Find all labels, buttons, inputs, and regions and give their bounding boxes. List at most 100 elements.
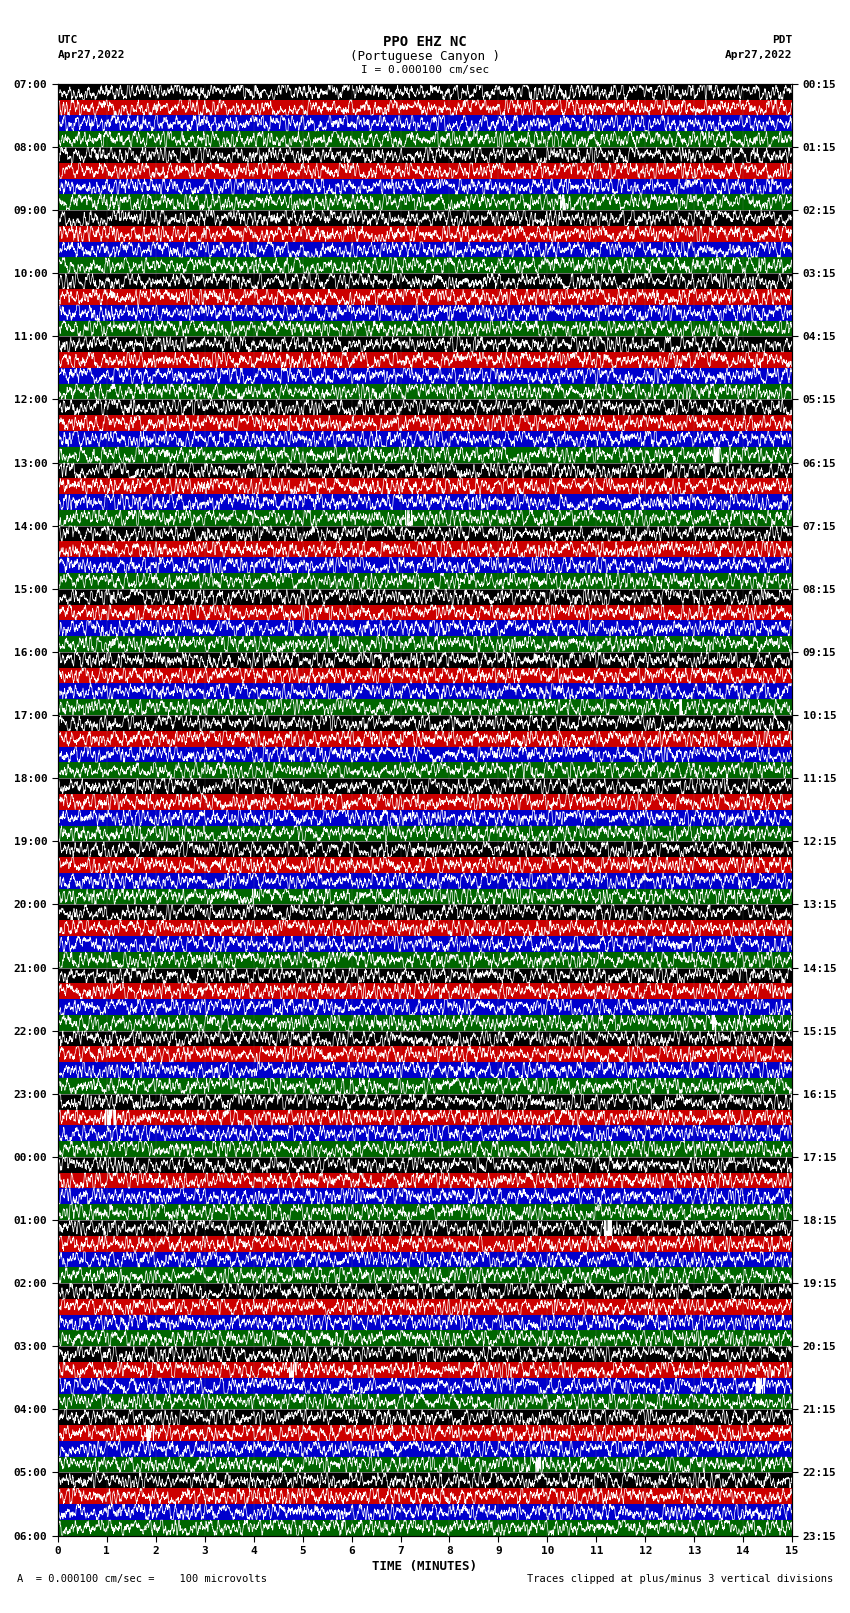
Bar	[58, 1110, 792, 1126]
Bar	[58, 1519, 792, 1536]
Text: Apr27,2022: Apr27,2022	[725, 50, 792, 60]
Text: (Portuguese Canyon ): (Portuguese Canyon )	[350, 50, 500, 63]
Bar	[58, 1077, 792, 1094]
Bar	[58, 1268, 792, 1282]
Bar	[58, 510, 792, 526]
Bar	[58, 147, 792, 163]
Bar	[58, 321, 792, 337]
Bar	[58, 1236, 792, 1252]
Bar	[58, 273, 792, 289]
Bar	[58, 100, 792, 116]
Bar	[58, 1410, 792, 1426]
Bar	[58, 1173, 792, 1189]
Bar	[58, 810, 792, 826]
Bar	[58, 1298, 792, 1315]
Text: Traces clipped at plus/minus 3 vertical divisions: Traces clipped at plus/minus 3 vertical …	[527, 1574, 833, 1584]
Bar	[58, 1015, 792, 1031]
Bar	[58, 1331, 792, 1347]
Bar	[58, 1126, 792, 1140]
Bar	[58, 194, 792, 210]
Bar	[58, 684, 792, 700]
Bar	[58, 1047, 792, 1063]
Bar	[58, 589, 792, 605]
Bar	[58, 857, 792, 873]
Bar	[58, 573, 792, 589]
Bar	[58, 556, 792, 573]
Bar	[58, 636, 792, 652]
Bar	[58, 747, 792, 763]
Bar	[58, 984, 792, 998]
Bar	[58, 873, 792, 889]
Text: Apr27,2022: Apr27,2022	[58, 50, 125, 60]
Bar	[58, 526, 792, 542]
Text: UTC: UTC	[58, 35, 78, 45]
Bar	[58, 1315, 792, 1331]
Bar	[58, 1140, 792, 1157]
Bar	[58, 998, 792, 1015]
Bar	[58, 1031, 792, 1047]
Bar	[58, 463, 792, 479]
Bar	[58, 352, 792, 368]
Bar	[58, 305, 792, 321]
Bar	[58, 1189, 792, 1205]
Bar	[58, 1394, 792, 1410]
Bar	[58, 131, 792, 147]
Bar	[58, 715, 792, 731]
Bar	[58, 1094, 792, 1110]
Bar	[58, 763, 792, 777]
Bar	[58, 731, 792, 747]
Bar	[58, 84, 792, 100]
Bar	[58, 1252, 792, 1268]
Bar	[58, 1378, 792, 1394]
Bar	[58, 605, 792, 621]
Bar	[58, 384, 792, 400]
Bar	[58, 431, 792, 447]
Bar	[58, 1361, 792, 1378]
Bar	[58, 952, 792, 968]
Bar	[58, 826, 792, 842]
Bar	[58, 794, 792, 810]
Bar	[58, 1426, 792, 1440]
Bar	[58, 415, 792, 431]
Bar	[58, 1205, 792, 1219]
Bar	[58, 668, 792, 684]
Bar	[58, 652, 792, 668]
Bar	[58, 700, 792, 715]
Bar	[58, 289, 792, 305]
Bar	[58, 242, 792, 258]
Bar	[58, 1157, 792, 1173]
Bar	[58, 116, 792, 131]
Bar	[58, 1457, 792, 1473]
Bar	[58, 494, 792, 510]
Bar	[58, 919, 792, 936]
Bar	[58, 1282, 792, 1298]
Bar	[58, 936, 792, 952]
Bar	[58, 447, 792, 463]
Bar	[58, 1473, 792, 1489]
Bar	[58, 968, 792, 984]
Bar	[58, 621, 792, 636]
Bar	[58, 542, 792, 556]
Text: PPO EHZ NC: PPO EHZ NC	[383, 35, 467, 50]
Bar	[58, 258, 792, 273]
Bar	[58, 1440, 792, 1457]
Bar	[58, 842, 792, 857]
Bar	[58, 1063, 792, 1077]
Bar	[58, 1347, 792, 1361]
X-axis label: TIME (MINUTES): TIME (MINUTES)	[372, 1560, 478, 1573]
Bar	[58, 179, 792, 194]
Bar	[58, 400, 792, 415]
Text: PDT: PDT	[772, 35, 792, 45]
Bar	[58, 1489, 792, 1503]
Bar	[58, 1219, 792, 1236]
Bar	[58, 210, 792, 226]
Bar	[58, 905, 792, 919]
Text: I = 0.000100 cm/sec: I = 0.000100 cm/sec	[361, 65, 489, 74]
Bar	[58, 479, 792, 494]
Bar	[58, 226, 792, 242]
Bar	[58, 777, 792, 794]
Bar	[58, 889, 792, 905]
Text: A  = 0.000100 cm/sec =    100 microvolts: A = 0.000100 cm/sec = 100 microvolts	[17, 1574, 267, 1584]
Bar	[58, 337, 792, 352]
Bar	[58, 1503, 792, 1519]
